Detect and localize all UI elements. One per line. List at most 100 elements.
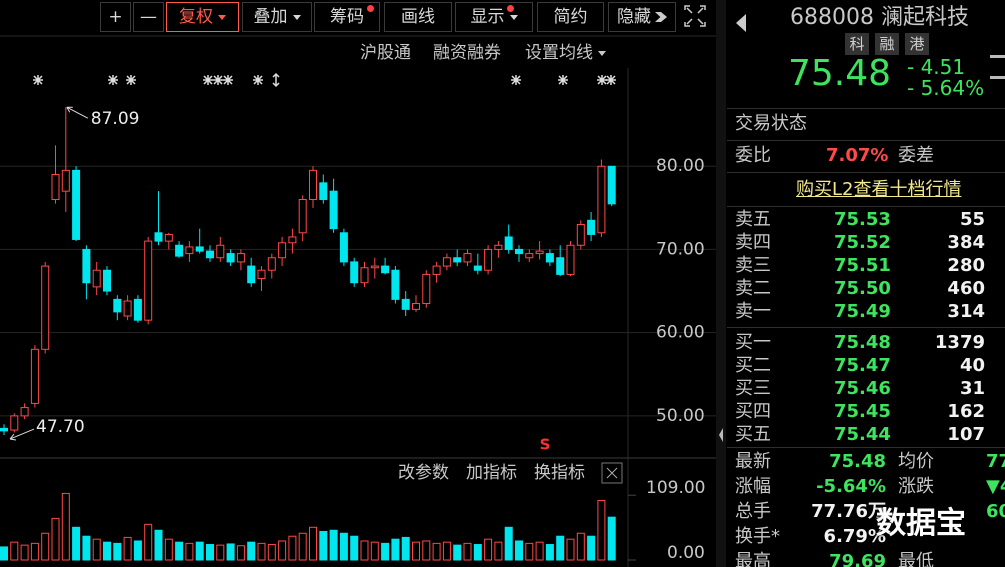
- book-volume: 31: [959, 378, 985, 399]
- book-price: 75.46: [834, 378, 891, 399]
- candle-body: [587, 219, 596, 235]
- volume-bar: [236, 545, 245, 561]
- book-label: 买三: [735, 378, 771, 399]
- book-price: 75.49: [834, 301, 891, 322]
- event-icon: [33, 75, 43, 85]
- volume-bar: [422, 540, 431, 561]
- book-label: 买二: [735, 355, 771, 376]
- dropdown-arrow: [598, 50, 606, 56]
- button-label[interactable]: 简约: [553, 7, 588, 27]
- toolbar-button[interactable]: 简约: [537, 2, 604, 32]
- y-tick-label: 109.00: [646, 478, 705, 498]
- y-tick-label: 0.00: [667, 543, 705, 563]
- candle-body: [381, 265, 390, 274]
- button-label[interactable]: 复权: [179, 7, 213, 27]
- fullscreen-icon[interactable]: [684, 5, 706, 27]
- book-label: 卖五: [735, 209, 771, 230]
- book-volume: 280: [947, 255, 985, 276]
- volume-bar: [123, 536, 132, 561]
- candle-body: [51, 174, 60, 200]
- book-price: 75.48: [834, 332, 891, 353]
- candle-body: [257, 269, 266, 280]
- volume-bar: [309, 526, 317, 561]
- back-arrow[interactable]: [736, 14, 746, 32]
- candle-body: [566, 244, 575, 275]
- volume-bar: [432, 542, 441, 561]
- toolbar-button[interactable]: —: [133, 2, 164, 32]
- button-label[interactable]: —: [140, 7, 157, 27]
- volume-bar: [566, 538, 575, 561]
- l2-link[interactable]: 购买L2查看十档行情: [796, 179, 962, 200]
- candle-body: [247, 265, 256, 284]
- stock-tag: 融: [875, 33, 899, 55]
- stat-label: 涨跌: [898, 476, 934, 497]
- volume-bar: [329, 529, 338, 561]
- splitter[interactable]: [716, 0, 726, 567]
- candle-body: [432, 265, 441, 275]
- indicator-button[interactable]: 改参数: [398, 463, 449, 483]
- annotation-arrow: [9, 428, 35, 441]
- candle-body: [0, 427, 8, 432]
- y-tick-label: 80.00: [656, 156, 705, 176]
- button-label[interactable]: 筹码: [330, 7, 364, 27]
- toolbar-link[interactable]: 设置均线: [525, 42, 606, 64]
- toolbar-link[interactable]: 融资融券: [433, 43, 501, 63]
- toolbar-button[interactable]: 筹码: [314, 2, 380, 32]
- close-box[interactable]: [601, 462, 623, 484]
- toolbar-button[interactable]: 叠加: [242, 2, 312, 32]
- button-label[interactable]: 叠加: [253, 7, 288, 27]
- volume-bar: [319, 530, 328, 561]
- candle-body: [515, 248, 523, 255]
- toolbar-button[interactable]: 显示: [455, 2, 533, 32]
- candle-body: [206, 250, 214, 259]
- candle-body: [30, 348, 39, 404]
- y-tick-label: 50.00: [656, 406, 705, 426]
- indicator-button[interactable]: 加指标: [466, 463, 517, 483]
- row-divider: [727, 172, 1005, 173]
- volume-bar: [350, 535, 359, 561]
- toolbar-button[interactable]: 隐藏: [608, 2, 676, 32]
- candle-body: [319, 182, 328, 200]
- candle-body: [278, 242, 287, 259]
- toolbar-button[interactable]: 画线: [384, 2, 452, 32]
- toolbar-button[interactable]: 复权: [166, 2, 239, 32]
- button-label[interactable]: 画线: [401, 7, 435, 27]
- volume-bar: [195, 541, 204, 561]
- close-icon[interactable]: [606, 467, 618, 479]
- menu-icon[interactable]: [990, 55, 1005, 79]
- book-label: 卖一: [735, 301, 771, 322]
- volume-bar: [257, 542, 266, 561]
- splitter-handle[interactable]: [719, 428, 723, 442]
- volume-bar: [370, 541, 379, 561]
- candle-body: [525, 253, 534, 259]
- button-label[interactable]: 隐藏: [617, 7, 651, 27]
- candle-body: [607, 165, 616, 205]
- toolbar-button[interactable]: +: [100, 2, 131, 32]
- volume-bar: [154, 529, 163, 561]
- badge-dot: [367, 5, 374, 12]
- candle-body: [226, 253, 235, 263]
- volume-bar: [391, 538, 400, 561]
- volume-bar: [267, 544, 276, 561]
- button-label[interactable]: 显示: [470, 7, 505, 27]
- candle-body: [504, 236, 513, 250]
- toolbar-link[interactable]: 沪股通: [360, 43, 411, 63]
- volume-bar: [175, 541, 184, 561]
- candle-body: [535, 250, 544, 255]
- expand-arrows[interactable]: [655, 12, 667, 22]
- price-change: - 4.51: [907, 55, 966, 79]
- book-label: 卖四: [735, 232, 771, 253]
- volume-bar: [247, 541, 256, 561]
- button-label[interactable]: +: [108, 7, 123, 27]
- candle-body: [597, 165, 606, 234]
- candle-body: [453, 257, 462, 263]
- volume-bar: [525, 542, 534, 561]
- volume-bar: [72, 526, 81, 561]
- watermark: 数据宝: [876, 506, 966, 541]
- volume-bar: [278, 540, 287, 561]
- book-volume: 460: [947, 278, 985, 299]
- volume-bar: [484, 538, 493, 561]
- candle-body: [412, 303, 420, 310]
- event-icon: [126, 75, 136, 85]
- indicator-button[interactable]: 换指标: [534, 463, 585, 483]
